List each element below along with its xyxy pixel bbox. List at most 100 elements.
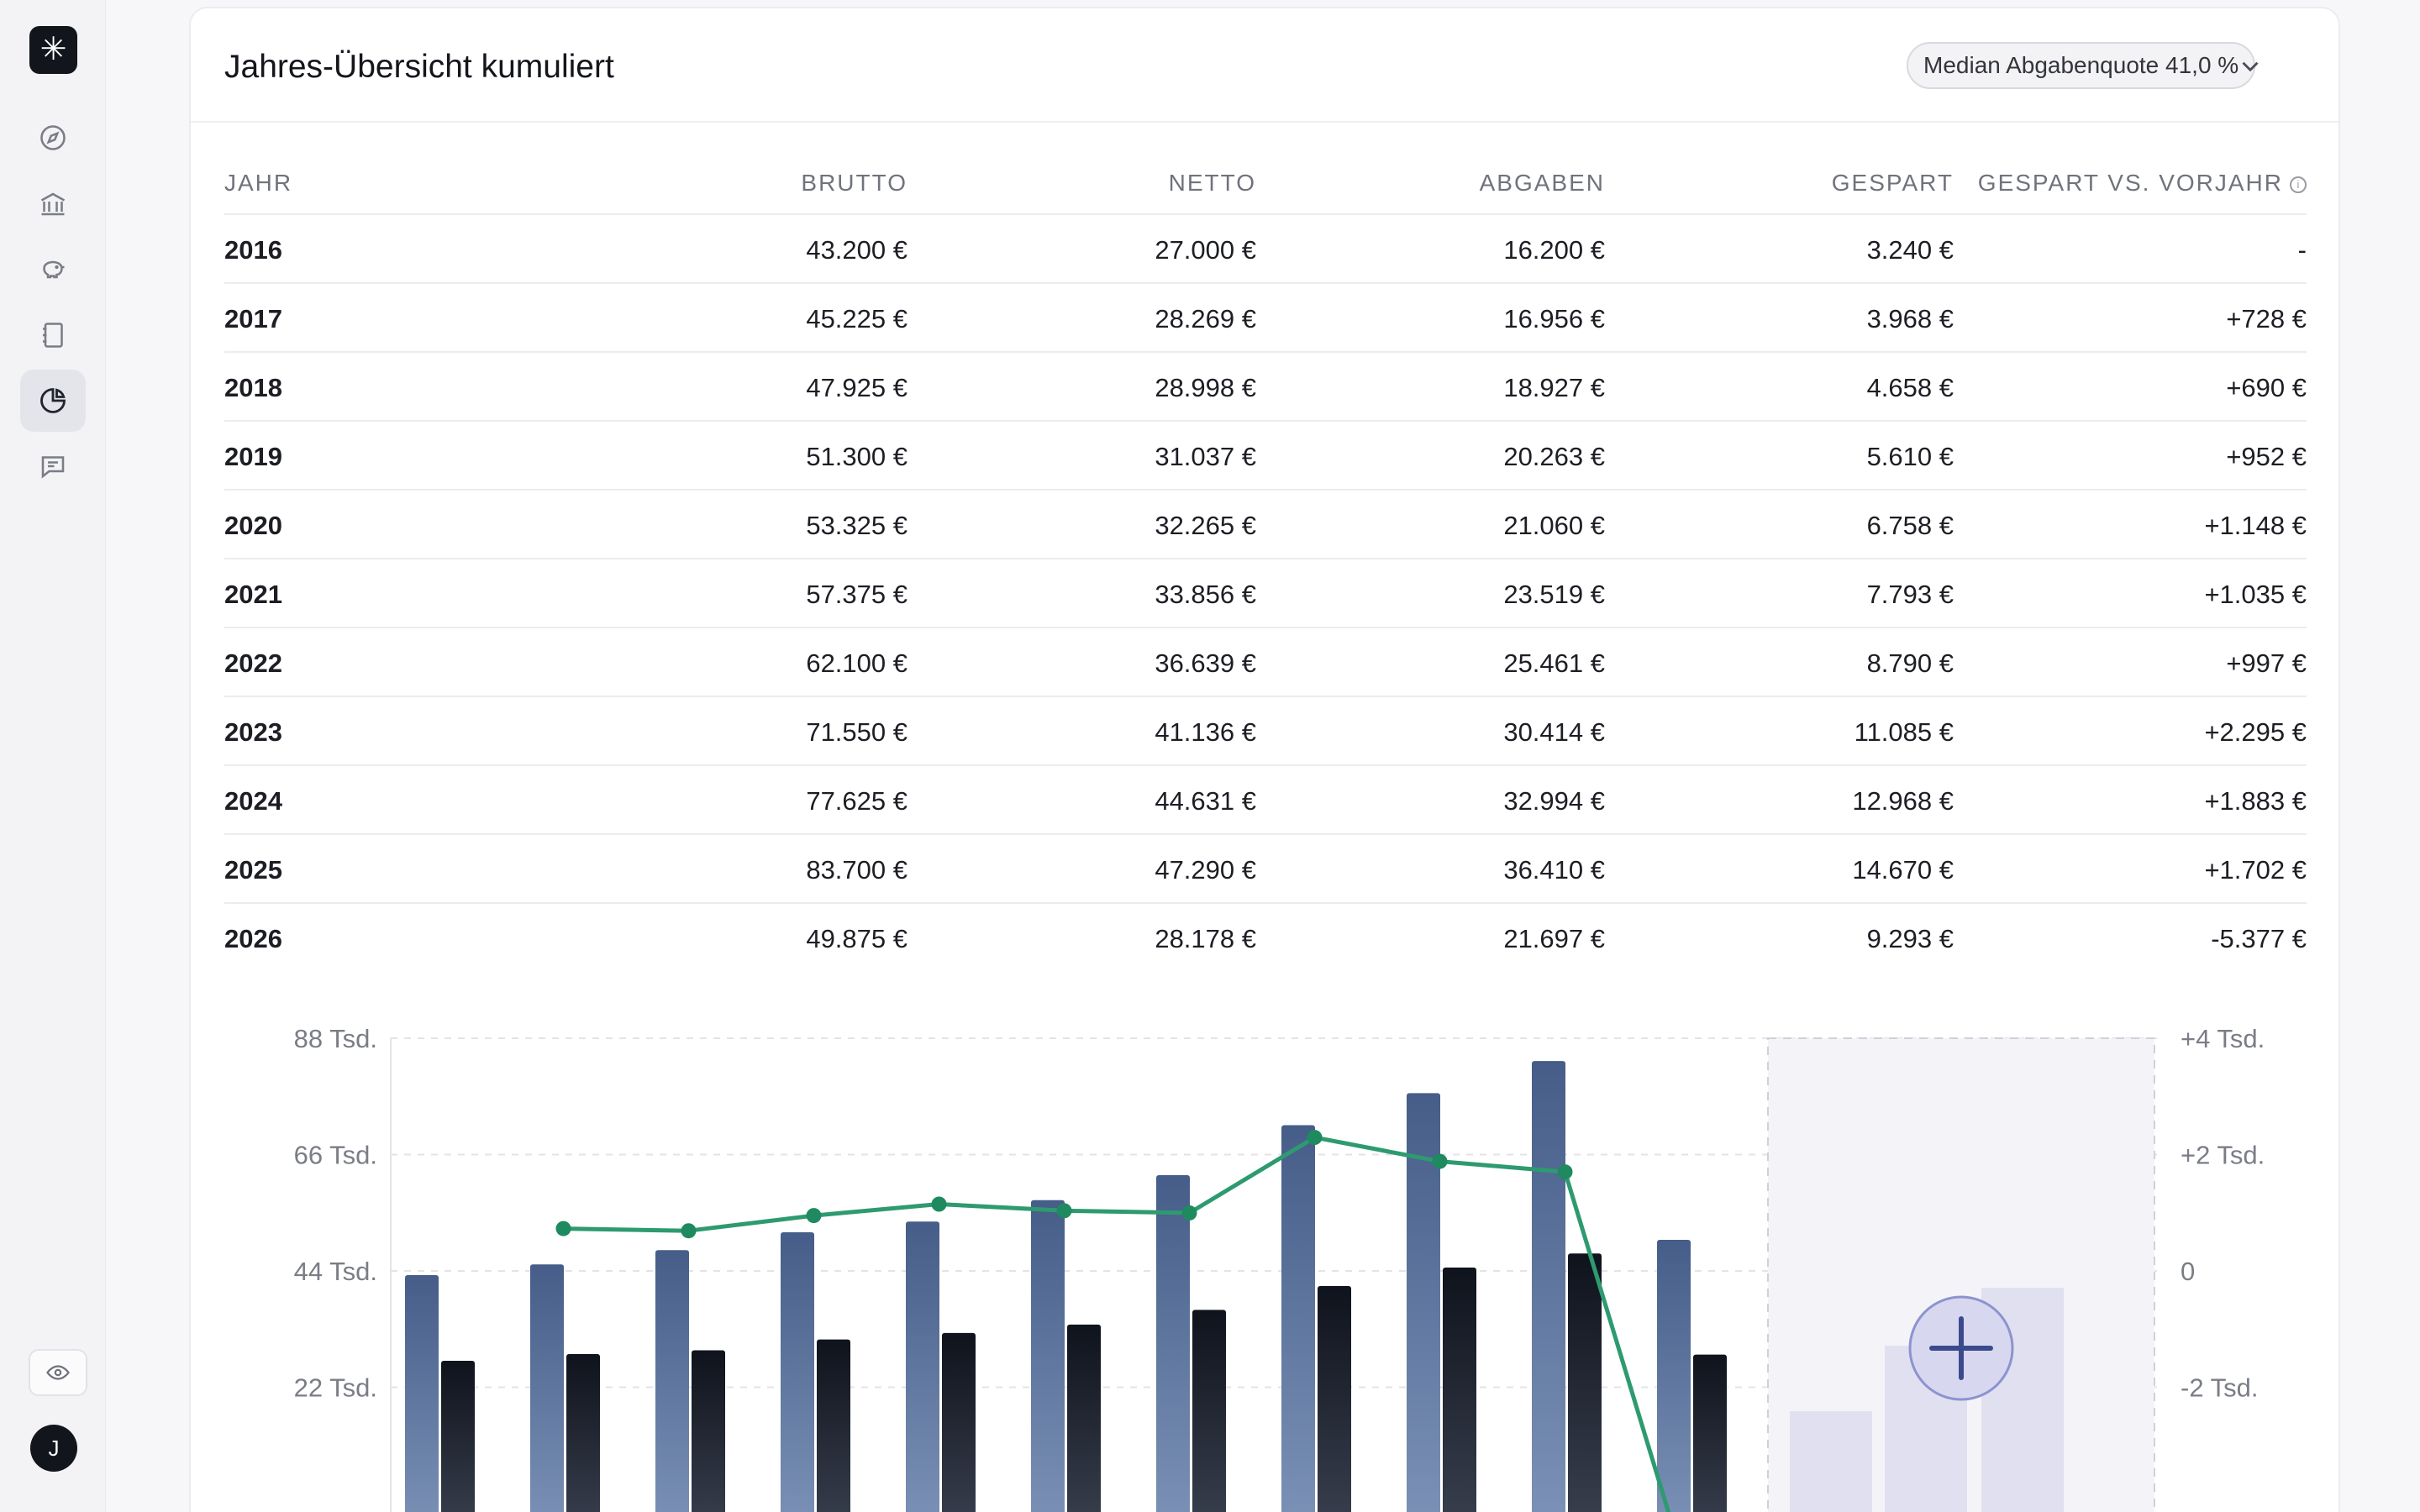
bar-netto xyxy=(692,1350,725,1512)
privacy-toggle-button[interactable] xyxy=(29,1349,87,1396)
nav-notebook[interactable] xyxy=(20,304,86,366)
line-point xyxy=(555,1221,571,1236)
y-left-tick-label: 22 Tsd. xyxy=(294,1373,377,1403)
bar-brutto xyxy=(781,1232,814,1512)
cell-saved: 14.670 € xyxy=(1852,855,1954,885)
cell-gross: 83.700 € xyxy=(806,855,908,885)
cell-saved: 12.968 € xyxy=(1852,786,1954,816)
cell-net: 33.856 € xyxy=(1155,580,1256,609)
y-left-tick-label: 88 Tsd. xyxy=(294,1024,377,1053)
cell-saved: 11.085 € xyxy=(1854,717,1954,747)
cell-year: 2026 xyxy=(224,924,282,953)
cell-year: 2020 xyxy=(224,511,282,540)
cell-gross: 51.300 € xyxy=(806,442,908,471)
bar-netto xyxy=(441,1361,475,1512)
chat-icon xyxy=(41,456,65,479)
y-right-tick-label: 0 xyxy=(2181,1257,2195,1286)
cell-taxes: 21.060 € xyxy=(1503,511,1605,540)
cell-year: 2022 xyxy=(224,648,282,678)
cell-saved: 4.658 € xyxy=(1866,373,1954,402)
y-right-tick-label: +2 Tsd. xyxy=(2181,1141,2265,1170)
table-row: 2022 62.100 € 36.639 € 25.461 € 8.790 € +997 … xyxy=(224,628,2307,697)
nav-messages[interactable] xyxy=(20,435,86,497)
cell-gross: 53.325 € xyxy=(806,511,908,540)
line-point xyxy=(1056,1203,1072,1219)
median-tax-rate-badge: Median Abgabenquote 41,0 % xyxy=(1907,42,2256,89)
cell-taxes: 25.461 € xyxy=(1503,648,1605,678)
cell-saved: 6.758 € xyxy=(1866,511,1954,540)
line-saved-vs-prev xyxy=(563,1135,1671,1512)
cell-taxes: 30.414 € xyxy=(1503,717,1605,747)
cell-year: 2025 xyxy=(224,855,282,885)
header-taxes: ABGABEN xyxy=(1479,170,1605,196)
cell-saved: 9.293 € xyxy=(1866,924,1954,953)
y-right-tick-label: +4 Tsd. xyxy=(2181,1024,2265,1053)
annual-chart: 88 Tsd. 66 Tsd. 44 Tsd. 22 Tsd. +4 Tsd. +2 Ts… xyxy=(294,1024,2265,1512)
table-row: 2018 47.925 € 28.998 € 18.927 € 4.658 € +690 … xyxy=(224,353,2307,422)
cell-net: 31.037 € xyxy=(1155,442,1256,471)
chevron-down-icon[interactable] xyxy=(2236,52,2265,81)
y-right-tick-label: -2 Tsd. xyxy=(2181,1373,2258,1403)
bar-netto xyxy=(1693,1354,1727,1512)
user-avatar[interactable]: J xyxy=(30,1425,77,1472)
app-logo[interactable]: ✳ xyxy=(29,26,77,74)
cell-saved-vs-prev: +1.883 € xyxy=(2204,786,2307,816)
cell-gross: 47.925 € xyxy=(806,373,908,402)
card-title: Jahres-Übersicht kumuliert xyxy=(224,49,614,85)
bar-brutto xyxy=(1532,1061,1565,1512)
bar-netto xyxy=(1067,1324,1101,1512)
cell-year: 2021 xyxy=(224,580,282,609)
bar-netto xyxy=(942,1332,976,1512)
cell-saved-vs-prev: +1.702 € xyxy=(2204,855,2307,885)
bar-brutto xyxy=(1657,1240,1691,1512)
table-row: 2019 51.300 € 31.037 € 20.263 € 5.610 € +952 … xyxy=(224,422,2307,491)
cell-net: 32.265 € xyxy=(1155,511,1256,540)
cell-saved-vs-prev: +2.295 € xyxy=(2204,717,2307,747)
table-row: 2025 83.700 € 47.290 € 36.410 € 14.670 € +1.7… xyxy=(224,835,2307,904)
nav-reports[interactable] xyxy=(20,370,86,432)
compass-icon xyxy=(40,125,66,150)
nav-savings[interactable] xyxy=(20,239,86,301)
cell-net: 28.998 € xyxy=(1155,373,1256,402)
cell-net: 28.269 € xyxy=(1155,304,1256,333)
bar-netto xyxy=(1443,1268,1476,1512)
cell-saved: 3.968 € xyxy=(1866,304,1954,333)
line-point xyxy=(931,1196,947,1212)
cell-saved-vs-prev: +690 € xyxy=(2226,373,2307,402)
bar-netto xyxy=(1568,1253,1602,1512)
bar-netto xyxy=(817,1339,850,1512)
cell-saved: 3.240 € xyxy=(1866,235,1954,265)
cell-taxes: 32.994 € xyxy=(1503,786,1605,816)
cell-saved-vs-prev: -5.377 € xyxy=(2211,924,2307,953)
cell-gross: 45.225 € xyxy=(806,304,908,333)
line-point xyxy=(1307,1130,1323,1146)
cell-taxes: 36.410 € xyxy=(1503,855,1605,885)
bar-brutto xyxy=(530,1264,564,1512)
header-year: JAHR xyxy=(224,170,293,196)
nav-compass[interactable] xyxy=(20,107,86,169)
table-header: JAHR BRUTTO NETTO ABGABEN GESPART GESPAR… xyxy=(224,148,2307,215)
cell-taxes: 16.956 € xyxy=(1503,304,1605,333)
cell-taxes: 18.927 € xyxy=(1503,373,1605,402)
card-header: Jahres-Übersicht kumuliert Median Abgabe… xyxy=(191,8,2338,123)
annual-overview-card: Jahres-Übersicht kumuliert Median Abgabe… xyxy=(189,7,2340,1512)
info-icon[interactable]: i xyxy=(2290,176,2307,193)
y-left-tick-label: 44 Tsd. xyxy=(294,1257,377,1286)
cell-gross: 71.550 € xyxy=(806,717,908,747)
plus-icon[interactable] xyxy=(1929,1316,1993,1380)
table-body: 2016 43.200 € 27.000 € 16.200 € 3.240 € - 2017… xyxy=(224,215,2307,973)
sidebar: ✳ J xyxy=(0,0,106,1512)
nav-bank[interactable] xyxy=(20,173,86,235)
cell-taxes: 20.263 € xyxy=(1503,442,1605,471)
cell-saved: 7.793 € xyxy=(1866,580,1954,609)
table-row: 2023 71.550 € 41.136 € 30.414 € 11.085 € +2.2… xyxy=(224,697,2307,766)
cell-year: 2018 xyxy=(224,373,282,402)
bar-netto xyxy=(566,1354,600,1512)
bar-brutto xyxy=(1407,1093,1440,1512)
table-row: 2021 57.375 € 33.856 € 23.519 € 7.793 € +1.03… xyxy=(224,559,2307,628)
cell-year: 2023 xyxy=(224,717,282,747)
cell-taxes: 23.519 € xyxy=(1503,580,1605,609)
cell-saved-vs-prev: +997 € xyxy=(2226,648,2307,678)
notebook-icon xyxy=(43,323,63,348)
cell-saved-vs-prev: +1.035 € xyxy=(2204,580,2307,609)
